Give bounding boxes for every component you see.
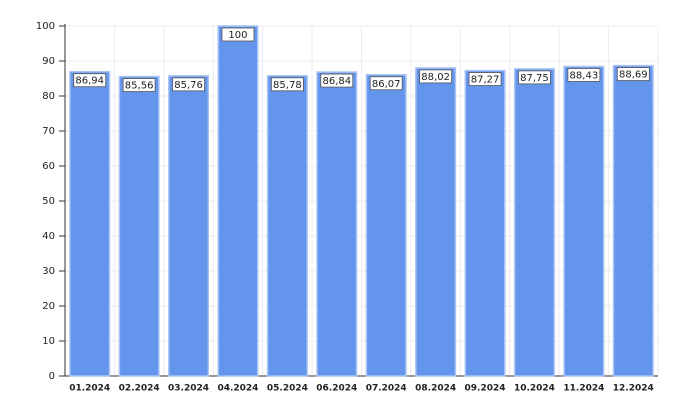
y-tick-label: 0 [49,371,55,382]
y-tick-label: 30 [42,266,55,277]
y-tick-label: 80 [42,91,55,102]
x-tick-label: 03.2024 [168,384,209,394]
y-tick-label: 20 [42,301,55,312]
x-tick-label: 01.2024 [69,384,110,394]
x-tick-label: 10.2024 [514,384,555,394]
value-label: 85,76 [174,80,203,91]
value-label: 86,07 [372,79,401,90]
value-label: 85,56 [125,81,154,92]
value-label-box [616,67,650,81]
bar [513,68,555,377]
x-tick-label: 02.2024 [119,384,160,394]
value-label: 86,84 [322,76,351,87]
value-label-box [270,77,304,92]
x-tick-label: 11.2024 [563,384,604,394]
value-label-box [122,78,156,92]
bar [316,71,358,377]
value-label: 88,69 [619,70,648,81]
bar [464,69,506,377]
x-tick-label: 05.2024 [267,384,308,394]
value-label-box [172,77,205,92]
x-tick-label: 06.2024 [316,384,357,394]
value-label-box [320,73,354,88]
value-label: 86,94 [75,76,104,87]
value-label-box [73,73,107,88]
value-label-box [468,72,502,86]
bar [168,75,210,377]
x-tick-label: 07.2024 [366,384,407,394]
y-tick-label: 10 [42,336,55,347]
y-tick-label: 100 [36,21,55,32]
bar [266,75,308,377]
x-tick-label: 09.2024 [465,384,506,394]
value-label-box [369,76,403,91]
value-label: 85,78 [273,80,302,91]
value-label: 88,43 [570,70,599,81]
x-tick-label: 08.2024 [415,384,456,394]
x-tick-label: 04.2024 [217,384,258,394]
y-tick-label: 70 [42,126,55,137]
bar [365,74,407,377]
x-tick-label: 12.2024 [613,384,654,394]
bar [612,64,654,377]
value-label-box [518,70,551,85]
value-label-box [221,27,255,42]
value-label-box [567,68,601,82]
value-label-box [419,69,453,84]
y-tick-label: 50 [42,196,55,207]
value-label: 87,27 [471,75,500,86]
bar [118,75,160,377]
value-label: 88,02 [421,72,450,83]
bar [217,25,259,377]
bar [69,70,111,377]
y-tick-label: 90 [42,56,55,67]
bar [563,65,605,377]
value-label: 87,75 [520,73,549,84]
y-tick-label: 40 [42,231,55,242]
bar [415,67,457,377]
value-label: 100 [228,30,247,41]
y-tick-label: 60 [42,161,55,172]
